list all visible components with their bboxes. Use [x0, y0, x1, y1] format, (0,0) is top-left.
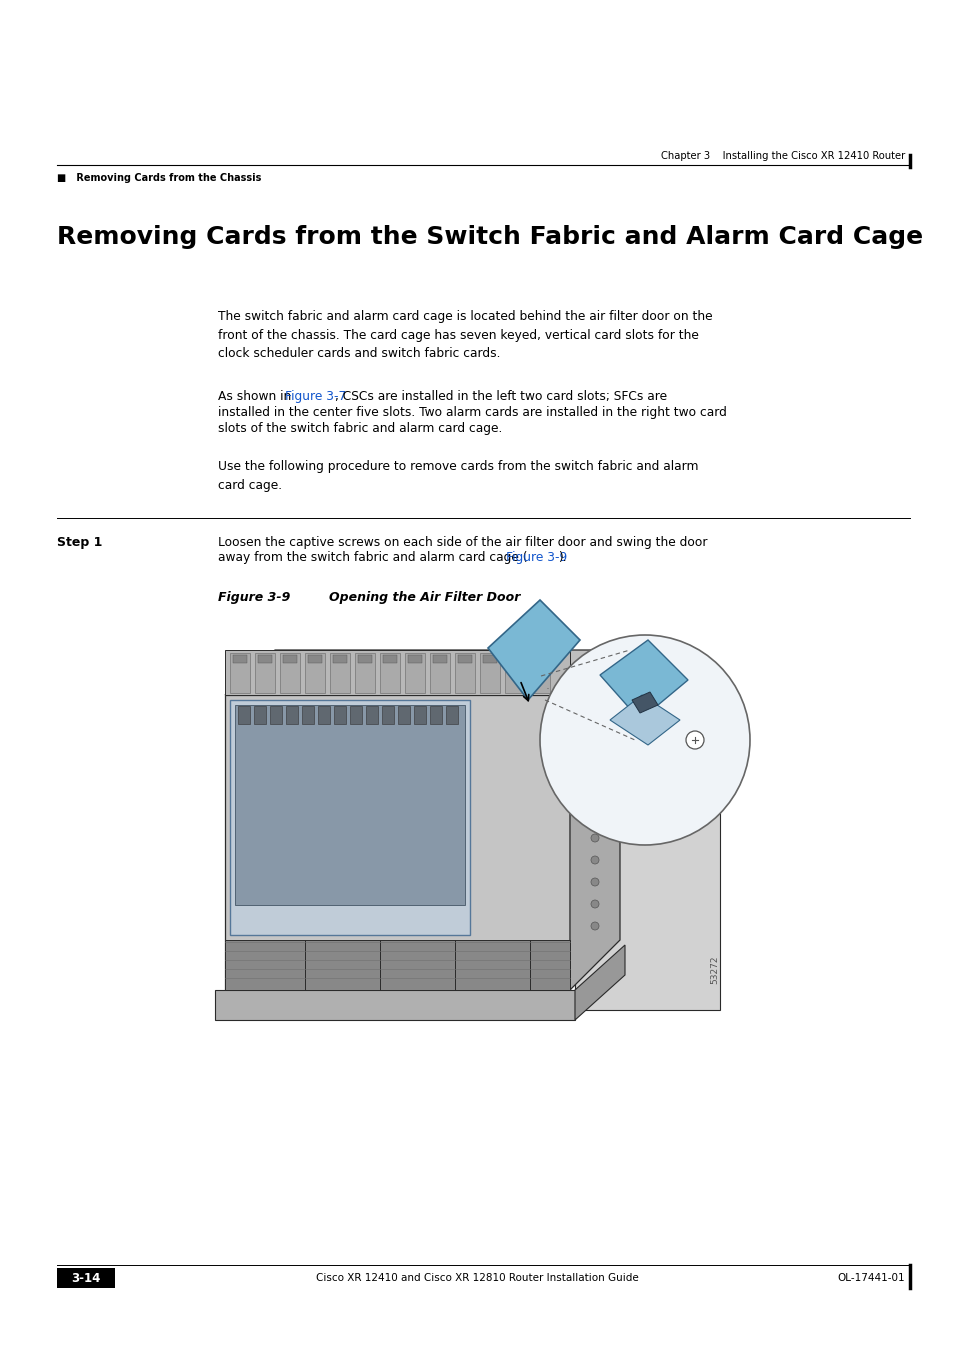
Bar — [479, 653, 499, 693]
Bar — [234, 705, 464, 905]
Bar — [430, 653, 450, 693]
Circle shape — [590, 790, 598, 798]
Circle shape — [590, 767, 598, 775]
Polygon shape — [599, 640, 687, 720]
Bar — [355, 653, 375, 693]
Polygon shape — [575, 670, 720, 1011]
Bar — [530, 653, 550, 693]
Bar — [237, 707, 250, 724]
Text: Figure 3-9: Figure 3-9 — [218, 590, 290, 604]
Circle shape — [590, 857, 598, 865]
Bar — [357, 655, 372, 663]
Bar — [302, 707, 314, 724]
Bar — [305, 653, 325, 693]
Polygon shape — [575, 720, 599, 861]
Bar — [286, 707, 297, 724]
Bar — [366, 707, 377, 724]
Polygon shape — [631, 692, 658, 713]
Bar — [230, 653, 250, 693]
Bar — [308, 655, 322, 663]
Bar — [405, 653, 424, 693]
Bar — [330, 653, 350, 693]
Polygon shape — [575, 944, 624, 1020]
Text: Figure 3-7: Figure 3-7 — [285, 390, 346, 403]
Text: 3-14: 3-14 — [71, 1271, 101, 1285]
Circle shape — [590, 746, 598, 754]
Bar — [382, 655, 396, 663]
Text: Chapter 3    Installing the Cisco XR 12410 Router: Chapter 3 Installing the Cisco XR 12410 … — [660, 151, 904, 161]
Bar — [283, 655, 296, 663]
Bar — [253, 707, 266, 724]
Bar — [408, 655, 421, 663]
Text: ).: ). — [558, 551, 566, 563]
Bar — [397, 707, 410, 724]
Bar — [414, 707, 426, 724]
Bar — [254, 653, 274, 693]
Polygon shape — [575, 670, 720, 694]
Circle shape — [590, 878, 598, 886]
Text: Loosen the captive screws on each side of the air filter door and swing the door: Loosen the captive screws on each side o… — [218, 536, 707, 549]
Bar — [446, 707, 457, 724]
Text: As shown in: As shown in — [218, 390, 294, 403]
Text: Figure 3-9: Figure 3-9 — [505, 551, 567, 563]
Bar — [350, 707, 361, 724]
Bar — [507, 655, 521, 663]
Bar — [233, 655, 247, 663]
Text: The switch fabric and alarm card cage is located behind the air filter door on t: The switch fabric and alarm card cage is… — [218, 309, 712, 359]
Bar — [333, 655, 347, 663]
Text: Use the following procedure to remove cards from the switch fabric and alarm
car: Use the following procedure to remove ca… — [218, 459, 698, 492]
Polygon shape — [225, 650, 619, 694]
Circle shape — [590, 900, 598, 908]
Text: ■   Removing Cards from the Chassis: ■ Removing Cards from the Chassis — [57, 173, 261, 182]
Circle shape — [685, 731, 703, 748]
Bar — [225, 650, 569, 694]
Text: OL-17441-01: OL-17441-01 — [837, 1273, 904, 1283]
Bar — [57, 1269, 115, 1288]
Circle shape — [590, 921, 598, 929]
Bar — [270, 707, 282, 724]
Bar — [379, 653, 399, 693]
Bar — [430, 707, 441, 724]
Bar — [225, 940, 569, 990]
Text: 53272: 53272 — [710, 955, 719, 985]
Bar — [225, 694, 569, 990]
Bar — [455, 653, 475, 693]
Bar — [317, 707, 330, 724]
Bar — [280, 653, 299, 693]
Bar — [504, 653, 524, 693]
Bar — [381, 707, 394, 724]
Text: installed in the center five slots. Two alarm cards are installed in the right t: installed in the center five slots. Two … — [218, 407, 726, 419]
Text: away from the switch fabric and alarm card cage (: away from the switch fabric and alarm ca… — [218, 551, 527, 563]
Circle shape — [590, 834, 598, 842]
Circle shape — [539, 635, 749, 844]
Polygon shape — [488, 600, 579, 700]
Bar — [334, 707, 346, 724]
Bar — [214, 990, 575, 1020]
Text: , CSCs are installed in the left two card slots; SFCs are: , CSCs are installed in the left two car… — [335, 390, 666, 403]
Text: Removing Cards from the Switch Fabric and Alarm Card Cage: Removing Cards from the Switch Fabric an… — [57, 226, 923, 249]
Text: Opening the Air Filter Door: Opening the Air Filter Door — [294, 590, 519, 604]
Text: slots of the switch fabric and alarm card cage.: slots of the switch fabric and alarm car… — [218, 422, 502, 435]
Polygon shape — [569, 650, 619, 990]
Polygon shape — [609, 694, 679, 744]
Text: Step 1: Step 1 — [57, 536, 102, 549]
Bar — [257, 655, 272, 663]
Bar — [533, 655, 546, 663]
Text: Cisco XR 12410 and Cisco XR 12810 Router Installation Guide: Cisco XR 12410 and Cisco XR 12810 Router… — [315, 1273, 638, 1283]
Bar — [230, 700, 470, 935]
Bar — [482, 655, 497, 663]
Bar — [433, 655, 447, 663]
Circle shape — [590, 812, 598, 820]
Bar — [457, 655, 472, 663]
